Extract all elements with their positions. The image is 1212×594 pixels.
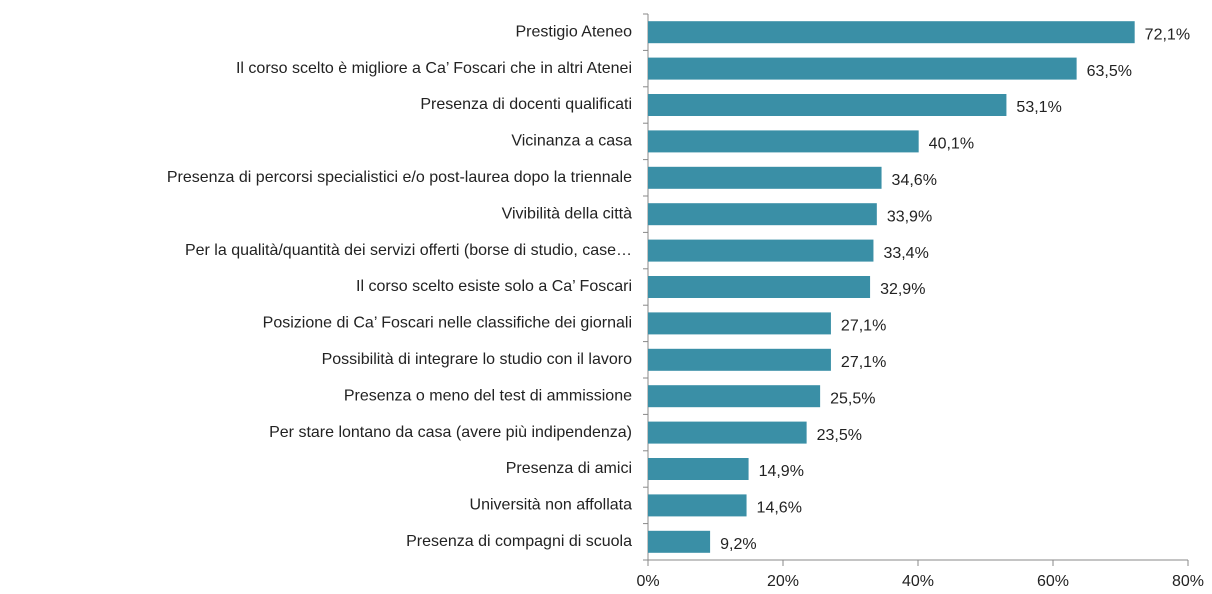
category-label: Prestigio Ateneo xyxy=(515,23,632,40)
value-label: 32,9% xyxy=(880,281,925,298)
value-label: 40,1% xyxy=(929,136,974,153)
bar xyxy=(648,348,831,371)
value-label: 27,1% xyxy=(841,354,886,371)
bar xyxy=(648,94,1007,116)
category-label: Presenza di docenti qualificati xyxy=(420,96,632,113)
value-label: 72,1% xyxy=(1145,26,1190,43)
value-label: 14,6% xyxy=(757,500,802,517)
value-label: 14,9% xyxy=(759,463,804,480)
category-label: Vicinanza a casa xyxy=(511,133,632,150)
value-label: 33,9% xyxy=(887,208,932,225)
value-label: 33,4% xyxy=(883,245,928,262)
x-tick-label: 0% xyxy=(636,573,659,590)
bar xyxy=(648,530,711,553)
x-tick-label: 60% xyxy=(1037,573,1069,590)
bar xyxy=(648,130,919,153)
bar xyxy=(648,421,807,444)
category-label: Presenza o meno del test di ammissione xyxy=(344,387,632,404)
x-tick-label: 80% xyxy=(1172,573,1204,590)
value-label: 34,6% xyxy=(892,172,937,189)
category-label: Il corso scelto esiste solo a Ca’ Foscar… xyxy=(356,278,632,295)
bar xyxy=(648,494,747,517)
category-label: Presenza di compagni di scuola xyxy=(406,533,632,550)
category-label: Possibilità di integrare lo studio con i… xyxy=(322,351,632,368)
x-tick-label: 40% xyxy=(902,573,934,590)
value-label: 23,5% xyxy=(817,427,862,444)
bar xyxy=(648,276,871,298)
value-label: 9,2% xyxy=(720,536,756,553)
value-label: 53,1% xyxy=(1016,99,1061,116)
bar xyxy=(648,239,874,262)
category-label: Università non affollata xyxy=(470,497,633,514)
category-label: Per stare lontano da casa (avere più ind… xyxy=(269,424,632,441)
value-label: 25,5% xyxy=(830,390,875,407)
category-label: Il corso scelto è migliore a Ca’ Foscari… xyxy=(236,60,632,77)
bar xyxy=(648,203,877,226)
bar xyxy=(648,312,831,335)
bar xyxy=(648,166,882,189)
bar xyxy=(648,458,749,480)
category-label: Per la qualità/quantità dei servizi offe… xyxy=(185,242,632,259)
value-label: 63,5% xyxy=(1087,63,1132,80)
category-label: Posizione di Ca’ Foscari nelle classific… xyxy=(263,315,632,332)
bar xyxy=(648,21,1135,44)
category-label: Vivibilità della città xyxy=(502,205,633,222)
bar xyxy=(648,57,1077,80)
category-label: Presenza di percorsi specialistici e/o p… xyxy=(167,169,632,186)
category-label: Presenza di amici xyxy=(506,460,632,477)
x-tick-label: 20% xyxy=(767,573,799,590)
value-label: 27,1% xyxy=(841,318,886,335)
bar xyxy=(648,385,821,408)
